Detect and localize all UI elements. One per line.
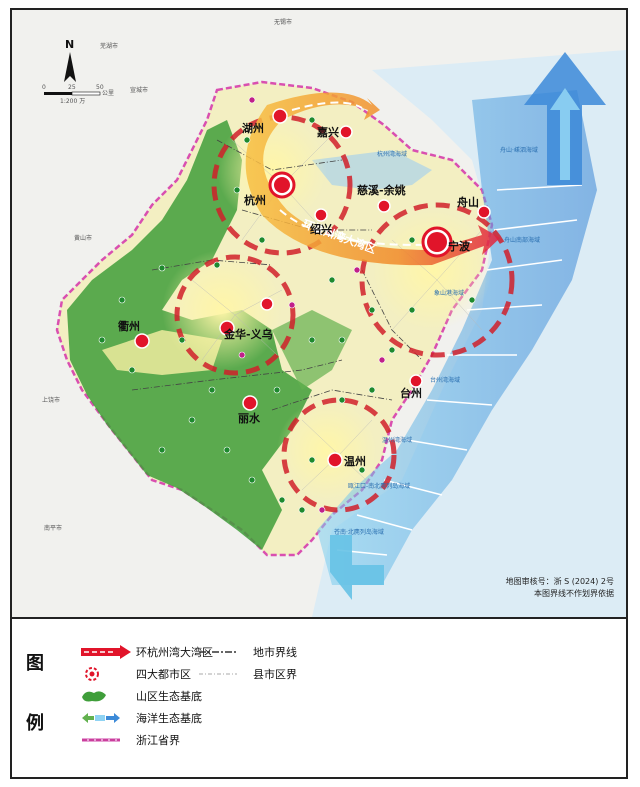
outer-place-2: 无锡市: [274, 18, 292, 26]
prefecture-swatch: [199, 651, 237, 653]
legend-item-province: 浙江省界: [80, 732, 180, 748]
legend-item-mountain: 山区生态基底: [80, 688, 202, 704]
north-arrow: N: [64, 38, 76, 82]
legend-item-bay-area: 环杭州湾大湾区: [80, 644, 213, 660]
scale-tick-1: 25: [68, 84, 76, 91]
map-approval-number: 地图审核号：浙 S (2024) 2号: [505, 577, 614, 586]
city-label-wenzhou: 温州: [344, 454, 366, 468]
legend-label-mountain: 山区生态基底: [136, 690, 202, 703]
map-disclaimer: 本图界线不作划界依据: [534, 589, 614, 598]
sea-label-oujiang: 瓯江口-南北麂列岛海域: [348, 482, 410, 490]
outer-place-4: 上饶市: [42, 396, 60, 404]
county-dots: [98, 116, 476, 514]
city-label-huzhou: 湖州: [242, 121, 264, 135]
legend-title-bottom: 例: [26, 713, 44, 734]
marine-ecology-band: [317, 52, 606, 600]
major-cities: [134, 108, 491, 468]
outer-place-3: 宣城市: [130, 86, 148, 94]
scale-tick-0: 0: [42, 84, 46, 91]
legend-title-top: 图: [26, 653, 44, 674]
legend-label-bay-area: 环杭州湾大湾区: [136, 646, 213, 659]
city-label-taizhou: 台州: [400, 386, 422, 400]
outer-place-5: 南平市: [44, 524, 62, 532]
marine-swatch: [82, 713, 120, 723]
mountain-swatch: [82, 691, 106, 702]
city-label-lishui: 丽水: [238, 411, 261, 425]
scale-ratio: 1:200 万: [60, 98, 85, 105]
metro-swatch: [85, 667, 99, 681]
glow-hangzhou: [217, 115, 327, 225]
city-label-zhoushan: 舟山: [457, 195, 479, 209]
city-label-quzhou: 衢州: [118, 319, 140, 333]
legend-label-metro: 四大都市区: [136, 668, 191, 681]
sea-label-xiangshan: 象山港海域: [434, 289, 464, 297]
province-swatch: [82, 738, 120, 742]
legend-label-prefecture: 地市界线: [253, 646, 297, 659]
sea-label-taizhou: 台州湾海域: [430, 376, 460, 384]
map-svg: 环杭州湾大湾区 杭州湾海域 舟山·嵊泗海域 舟山南部海域 象山港海域 台州湾海域…: [12, 10, 626, 617]
outer-place-6: 黄山市: [74, 234, 92, 242]
legend-item-metro: 四大都市区: [80, 666, 191, 682]
legend-label-province: 浙江省界: [136, 734, 180, 747]
north-label: N: [65, 38, 74, 51]
city-label-jiaxing: 嘉兴: [316, 125, 339, 139]
bay-area-swatch: [81, 645, 131, 659]
mountain-ecology-central: [272, 310, 352, 390]
outer-place-1: 芜湖市: [100, 42, 118, 50]
sea-label-hangzhou-bay: 杭州湾海域: [377, 150, 407, 158]
scale-unit: 公里: [102, 90, 114, 97]
city-label-hangzhou: 杭州: [244, 193, 266, 207]
map-area: 环杭州湾大湾区 杭州湾海域 舟山·嵊泗海域 舟山南部海域 象山港海域 台州湾海域…: [12, 10, 626, 617]
legend-label-marine: 海洋生态基底: [136, 712, 202, 725]
city-label-cixi: 慈溪-余姚: [357, 183, 406, 197]
city-label-ningbo: 宁波: [448, 239, 471, 253]
county-swatch: [199, 673, 237, 675]
glow-wenzhou: [277, 400, 377, 500]
sea-label-wenzhou: 温州湾海域: [382, 436, 412, 444]
legend-item-prefecture: 地市界线: [197, 644, 297, 660]
city-label-shaoxing: 绍兴: [310, 222, 332, 236]
map-frame: 环杭州湾大湾区 杭州湾海域 舟山·嵊泗海域 舟山南部海域 象山港海域 台州湾海域…: [10, 8, 628, 779]
scale-bar: 0 25 50 公里 1:200 万: [42, 84, 114, 105]
sea-label-zhoushan-north: 舟山·嵊泗海域: [500, 146, 538, 154]
city-label-jinhua: 金华-义乌: [223, 327, 273, 341]
sea-label-south: 苍南·北麂列岛海域: [334, 528, 384, 536]
legend: 图 例 环杭州湾大湾区 四大都市区 山区生态基底 海洋生态基底 浙江省界 地市界…: [12, 619, 626, 777]
secondary-dots: [238, 96, 386, 514]
scale-tick-2: 50: [96, 84, 104, 91]
legend-divider: [12, 617, 626, 619]
sea-label-zhoushan-south: 舟山南部海域: [504, 236, 540, 244]
legend-item-marine: 海洋生态基底: [80, 710, 202, 726]
legend-label-county: 县市区界: [253, 668, 297, 681]
sea-arrow-down: [330, 535, 384, 600]
glow-ningbo: [372, 210, 492, 330]
legend-item-county: 县市区界: [197, 666, 297, 682]
